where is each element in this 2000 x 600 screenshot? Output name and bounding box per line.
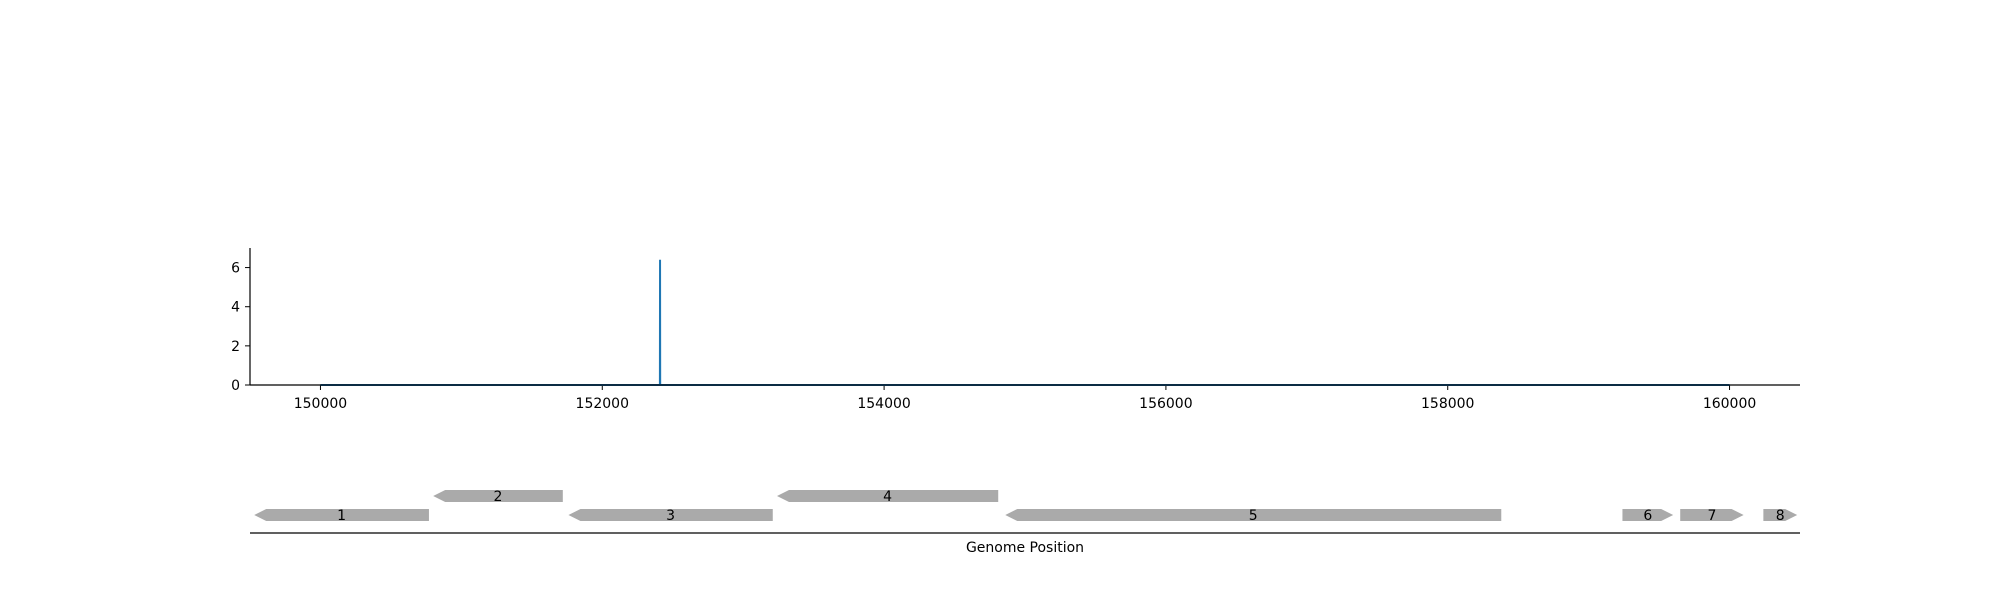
gene-arrow	[777, 490, 999, 502]
coverage-line	[320, 259, 1730, 386]
gene-label: 3	[666, 508, 675, 524]
gene-label: 6	[1643, 508, 1652, 524]
y-tick-label: 2	[231, 339, 240, 355]
gene-arrow	[568, 509, 773, 521]
gene-track-x-axis-label: Genome Position	[966, 540, 1084, 556]
x-tick-label: 150000	[294, 396, 347, 412]
x-tick-label: 158000	[1421, 396, 1474, 412]
gene-label: 1	[337, 508, 346, 524]
coverage-axis-ticks: 150000 152000 154000 156000 158000 160000 0 2 4 6	[231, 261, 1756, 412]
gene-label: 5	[1249, 508, 1258, 524]
gene-arrow	[1763, 509, 1798, 521]
coverage-series	[320, 259, 1730, 386]
gene-arrow	[1622, 509, 1674, 521]
gene-features: 1 2 3 4 5 6 7 8	[254, 489, 1798, 524]
coverage-plot: 150000 152000 154000 156000 158000 160000 0 2 4 6	[231, 248, 1800, 412]
y-tick-label: 0	[231, 378, 240, 394]
x-tick-label: 160000	[1703, 396, 1756, 412]
gene-label: 7	[1707, 508, 1716, 524]
gene-arrow	[1005, 509, 1502, 521]
x-tick-label: 152000	[576, 396, 629, 412]
gene-arrow	[254, 509, 429, 521]
x-tick-label: 156000	[1139, 396, 1192, 412]
gene-arrow	[1680, 509, 1744, 521]
x-tick-label: 154000	[857, 396, 910, 412]
gene-label: 4	[883, 489, 892, 505]
gene-label: 2	[494, 489, 503, 505]
y-tick-label: 4	[231, 300, 240, 316]
gene-label: 8	[1776, 508, 1785, 524]
gene-arrow	[433, 490, 563, 502]
y-tick-label: 6	[231, 261, 240, 277]
gene-track: 1 2 3 4 5 6 7 8 Genome Position	[250, 489, 1800, 556]
